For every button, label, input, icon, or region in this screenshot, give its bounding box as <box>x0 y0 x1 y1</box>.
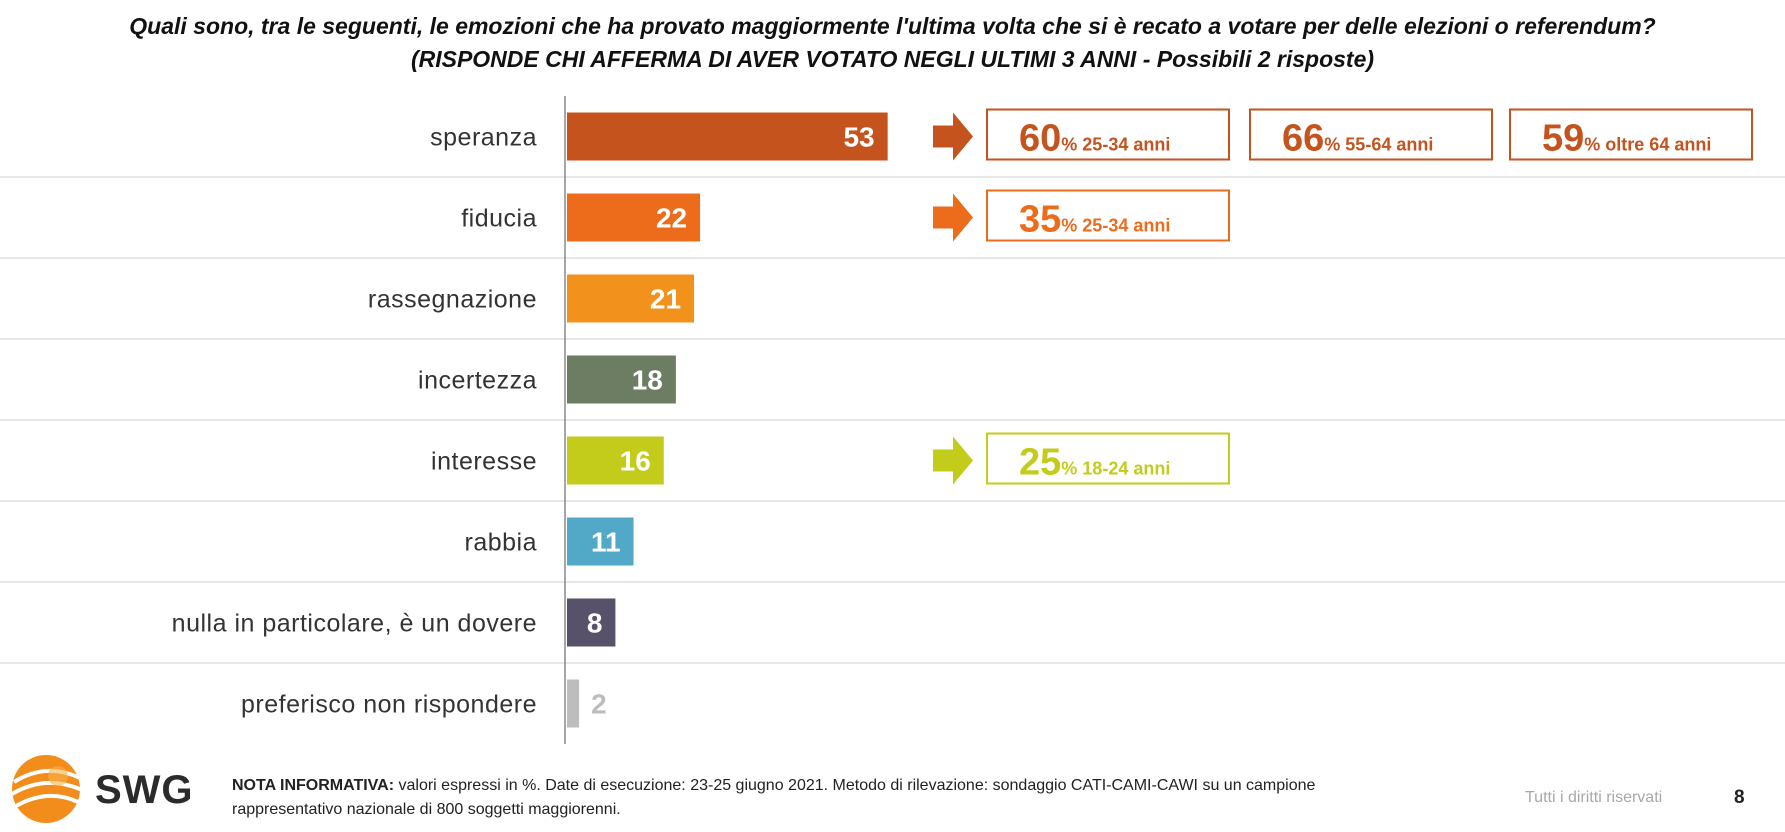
callout-label: 25-34 anni <box>1082 216 1170 236</box>
data-label: 2 <box>591 689 607 720</box>
bar-3 <box>567 274 695 323</box>
chart-title: Quali sono, tra le seguenti, le emozioni… <box>0 10 1785 76</box>
category-label: preferisco non rispondere <box>241 691 537 719</box>
bar-5 <box>567 436 664 485</box>
callout-text: 25% 18-24 anni <box>1019 442 1170 484</box>
callout-unit: % <box>1061 135 1082 155</box>
callout-box <box>986 432 1230 485</box>
data-label: 22 <box>656 203 687 234</box>
category-label: rabbia <box>465 529 538 557</box>
arrow-right-icon <box>933 193 973 242</box>
callout-label: 18-24 anni <box>1082 459 1170 479</box>
rights-text: Tutti i diritti riservati <box>1525 789 1663 806</box>
title-line-2: (RISPONDE CHI AFFERMA DI AVER VOTATO NEG… <box>410 46 1375 72</box>
note-text: valori espressi in %. Date di esecuzione… <box>232 777 1316 818</box>
note-label: NOTA INFORMATIVA: <box>232 777 395 794</box>
callout-label: oltre 64 anni <box>1605 135 1711 155</box>
callout-label: 25-34 anni <box>1082 135 1170 155</box>
arrow-right-icon <box>933 436 973 485</box>
bar-4 <box>567 355 676 404</box>
data-label: 21 <box>650 284 681 315</box>
bar-7 <box>567 598 616 647</box>
footnote: NOTA INFORMATIVA: valori espressi in %. … <box>232 774 1362 822</box>
bar-1 <box>567 112 888 161</box>
callout-unit: % <box>1061 459 1082 479</box>
page-number: 8 <box>1734 787 1745 808</box>
callout-label: 55-64 anni <box>1345 135 1433 155</box>
callout-box <box>986 189 1230 242</box>
bar-2 <box>567 193 701 242</box>
callout-box <box>1249 108 1493 161</box>
callout-text: 66% 55-64 anni <box>1282 118 1433 160</box>
bar-8 <box>567 679 580 728</box>
category-label: fiducia <box>461 205 537 233</box>
category-label: nulla in particolare, è un dovere <box>172 610 537 638</box>
callout-value: 35 <box>1019 199 1061 241</box>
callout-value: 66 <box>1282 118 1324 160</box>
callout-unit: % <box>1324 135 1345 155</box>
callout-text: 59% oltre 64 anni <box>1542 118 1711 160</box>
category-label: rassegnazione <box>368 286 537 314</box>
callout-text: 35% 25-34 anni <box>1019 199 1170 241</box>
bar-6 <box>567 517 634 566</box>
title-line-1: Quali sono, tra le seguenti, le emozioni… <box>129 13 1656 39</box>
callout-value: 60 <box>1019 118 1061 160</box>
data-label: 8 <box>587 608 603 639</box>
swg-logo-icon <box>10 755 83 823</box>
category-label: interesse <box>431 448 537 476</box>
callout-box <box>1509 108 1753 161</box>
data-label: 11 <box>591 527 621 558</box>
callout-box <box>986 108 1230 161</box>
category-label: incertezza <box>418 367 537 395</box>
category-label: speranza <box>430 124 537 152</box>
callout-value: 59 <box>1542 118 1584 160</box>
data-label: 16 <box>620 446 651 477</box>
arrow-right-icon <box>933 112 973 161</box>
data-label: 18 <box>632 365 663 396</box>
callout-unit: % <box>1584 135 1605 155</box>
callout-unit: % <box>1061 216 1082 236</box>
bar-chart: speranza 53 fiducia 22 rassegnazione 21 incert… <box>0 96 1785 744</box>
data-label: 53 <box>843 122 874 153</box>
callout-text: 60% 25-34 anni <box>1019 118 1170 160</box>
callout-value: 25 <box>1019 442 1061 484</box>
logo-text: SWG <box>95 768 194 812</box>
